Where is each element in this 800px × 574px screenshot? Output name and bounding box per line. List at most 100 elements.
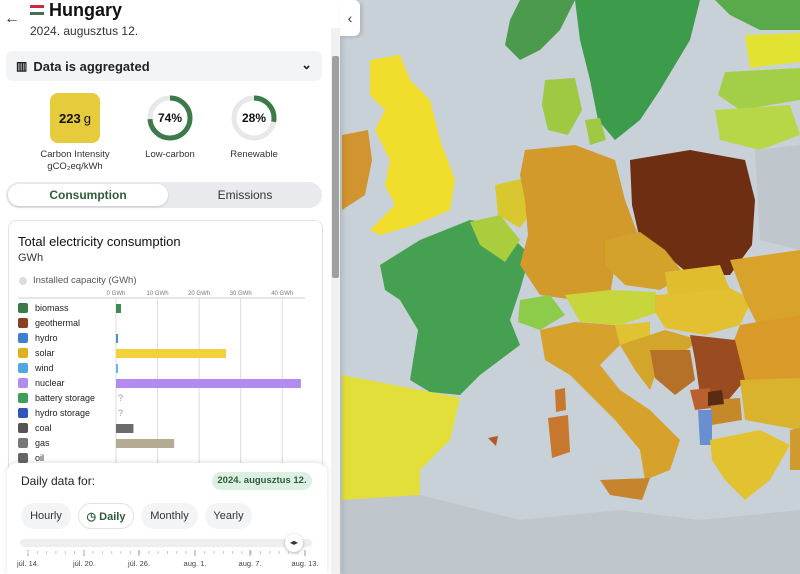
clock-icon: ◷ <box>86 511 100 523</box>
bar <box>116 364 118 373</box>
hungary-flag-icon <box>30 5 44 15</box>
slider-tick-label: aug. 1. <box>184 559 207 568</box>
category-label: battery storage <box>35 393 95 403</box>
aggregated-dropdown[interactable]: ▥ Data is aggregated ⌄ <box>6 51 322 81</box>
tab-consumption[interactable]: Consumption <box>8 184 168 206</box>
bar <box>116 439 175 448</box>
tab-emissions[interactable]: Emissions <box>217 188 273 202</box>
lowcarbon-donut <box>147 95 193 141</box>
bar <box>116 304 121 313</box>
map-greece <box>710 430 790 500</box>
carbon-intensity-label: Carbon Intensity gCO₂eq/kWh <box>30 149 120 173</box>
chevron-left-icon: ‹ <box>347 10 353 26</box>
consumption-chart: 0 GWh 10 GWh 20 GWh 30 GWh 40 GWh biomass geot… <box>18 291 305 470</box>
country-panel: ← Hungary 2024. augusztus 12. ▥ Data is … <box>0 0 340 574</box>
map-denmark-isl <box>585 118 606 145</box>
lowcarbon-label: Low-carbon <box>145 149 195 160</box>
solar-icon <box>18 348 28 358</box>
renewable-label: Renewable <box>230 149 278 160</box>
missing-value-mark: ? <box>118 408 123 418</box>
wind-icon <box>18 363 28 373</box>
lowcarbon-value: 74% <box>157 111 183 125</box>
installed-capacity-label[interactable]: Installed capacity (GWh) <box>33 275 137 286</box>
category-label: hydro storage <box>35 408 90 418</box>
daily-button[interactable]: ◷ Daily <box>78 503 134 529</box>
gas-icon <box>18 438 28 448</box>
bar-chart-icon: ▥ <box>16 59 28 73</box>
map-belgium <box>470 215 520 262</box>
biomass-icon <box>18 303 28 313</box>
collapse-panel-button[interactable]: ‹ <box>340 0 360 36</box>
map-corsica <box>555 388 566 412</box>
map-denmark <box>542 78 582 135</box>
back-arrow-icon[interactable]: ← <box>4 10 20 27</box>
carbon-intensity-box: 223 g <box>50 93 100 143</box>
battery-storage-icon <box>18 393 28 403</box>
category-label: hydro <box>35 333 58 343</box>
map-belarus <box>755 145 800 250</box>
map-switzerland <box>518 295 565 330</box>
nuclear-icon <box>18 378 28 388</box>
time-slider-thumb[interactable]: ◂▸ <box>285 534 303 552</box>
map-ireland <box>342 130 372 210</box>
x-tick-label: 40 GWh <box>271 291 293 297</box>
map-sicily <box>600 478 650 500</box>
map-ukraine <box>730 250 800 340</box>
map-spain-isl <box>488 436 498 446</box>
time-slider-track[interactable] <box>20 539 312 547</box>
map-north-africa <box>342 495 800 574</box>
map-poland <box>630 150 755 275</box>
panel-scrollbar[interactable] <box>331 28 340 574</box>
scrollbar-thumb[interactable] <box>332 56 339 278</box>
country-date: 2024. augusztus 12. <box>30 24 139 38</box>
renewable-donut <box>231 95 277 141</box>
map-montenegro <box>690 388 712 410</box>
hourly-button[interactable]: Hourly <box>21 503 71 529</box>
daily-button-label: Daily <box>99 511 126 523</box>
map-uk <box>370 55 455 235</box>
x-tick-label: 0 GWh <box>107 291 126 297</box>
map-turkey <box>790 428 800 470</box>
map-austria <box>565 290 665 325</box>
x-tick-label: 20 GWh <box>188 291 210 297</box>
country-name: Hungary <box>49 0 123 20</box>
category-label: coal <box>35 423 52 433</box>
map-estonia <box>745 33 800 68</box>
bar <box>116 424 134 433</box>
bar <box>116 334 118 343</box>
slider-tick-label: aug. 13. <box>291 559 318 568</box>
carbon-intensity-title: Carbon Intensity <box>40 149 110 160</box>
carbon-intensity-value: 223 <box>59 110 81 126</box>
category-label: biomass <box>35 303 69 313</box>
bar <box>116 379 301 388</box>
slider-tick-label: aug. 7. <box>239 559 262 568</box>
installed-capacity-toggle[interactable] <box>19 277 27 285</box>
map-hungary <box>655 288 752 335</box>
card-unit: GWh <box>18 252 44 264</box>
map-sardinia <box>548 415 570 458</box>
consumption-emissions-toggle: Consumption Emissions <box>6 182 322 208</box>
monthly-button[interactable]: Monthly <box>141 503 198 529</box>
oil-icon <box>18 453 28 463</box>
map-italy <box>540 322 680 480</box>
category-label: wind <box>34 363 54 373</box>
category-label: oil <box>35 453 44 463</box>
map-bosnia <box>650 350 695 395</box>
category-label: nuclear <box>35 378 65 388</box>
map-norway <box>505 0 575 60</box>
coal-icon <box>18 423 28 433</box>
aggregated-label: Data is aggregated <box>33 58 150 74</box>
carbon-intensity-unit: g <box>83 110 91 126</box>
category-label: solar <box>35 348 55 358</box>
yearly-button[interactable]: Yearly <box>205 503 252 529</box>
map-bulgaria <box>740 378 800 430</box>
hydro-icon <box>18 333 28 343</box>
map-lithuania <box>715 105 800 150</box>
slider-tick-label: júl. 26. <box>127 559 150 568</box>
map-netherlands <box>495 178 532 228</box>
bar <box>116 349 227 358</box>
map-czechia <box>605 232 685 290</box>
map-spain <box>342 375 460 510</box>
map-finland <box>715 0 800 30</box>
geothermal-icon <box>18 318 28 328</box>
